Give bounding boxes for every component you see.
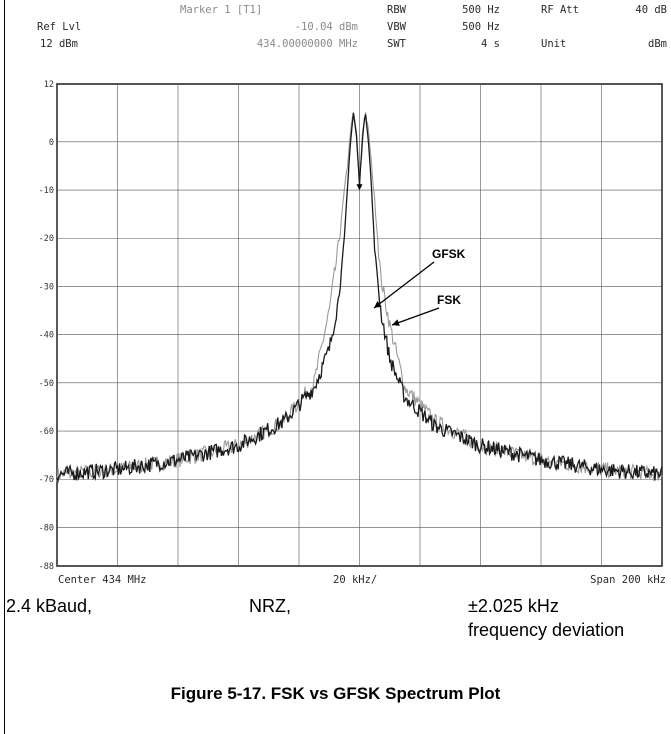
rfatt-value: 40 dB <box>635 4 667 16</box>
y-tick-label: -20 <box>39 234 54 244</box>
rbw-label: RBW <box>387 4 406 16</box>
span-label: Span 200 kHz <box>590 574 666 586</box>
marker-1-arrow <box>356 184 363 191</box>
y-tick-label: -40 <box>39 331 54 341</box>
caption-baud: 2.4 kBaud, <box>6 596 93 616</box>
frequency-division-label: 20 kHz/ <box>333 574 378 586</box>
annotation-gfsk: GFSK <box>432 247 466 261</box>
left-border <box>4 0 5 734</box>
caption-deviation-line2: frequency deviation <box>468 620 625 640</box>
ref-lvl-label: Ref Lvl <box>37 21 82 33</box>
y-tick-label: -70 <box>39 475 54 485</box>
caption-deviation-line1: ±2.025 kHz <box>468 596 559 616</box>
y-tick-label: -60 <box>39 427 54 437</box>
rfatt-label: RF Att <box>541 4 579 16</box>
annotation-arrow-fsk <box>391 307 440 326</box>
marker-level: -10.04 dBm <box>294 21 358 33</box>
y-tick-label: 12 <box>44 80 54 90</box>
caption-coding: NRZ, <box>249 596 291 616</box>
annotation-arrowhead-fsk <box>392 319 400 326</box>
vbw-label: VBW <box>387 21 406 33</box>
y-tick-label: -50 <box>39 379 54 389</box>
swt-value: 4 s <box>481 38 500 50</box>
y-tick-label: -10 <box>39 186 54 196</box>
annotation-fsk: FSK <box>437 293 461 307</box>
unit-value: dBm <box>648 38 667 50</box>
marker-label: Marker 1 [T1] <box>180 4 263 16</box>
ref-lvl-value: 12 dBm <box>40 38 78 50</box>
marker-frequency: 434.00000000 MHz <box>256 38 358 50</box>
annotation-arrowhead-gfsk <box>374 300 382 308</box>
rbw-value: 500 Hz <box>462 4 500 16</box>
unit-label: Unit <box>541 38 567 50</box>
figure-title: Figure 5-17. FSK vs GFSK Spectrum Plot <box>170 684 501 703</box>
y-tick-label: -88 <box>39 562 54 572</box>
annotation-arrow-gfsk <box>373 261 435 309</box>
vbw-value: 500 Hz <box>462 21 500 33</box>
center-frequency-label: Center 434 MHz <box>58 574 147 586</box>
y-tick-label: -30 <box>39 282 54 292</box>
y-tick-label: -80 <box>39 523 54 533</box>
y-tick-label: 0 <box>49 138 54 148</box>
swt-label: SWT <box>387 38 406 50</box>
